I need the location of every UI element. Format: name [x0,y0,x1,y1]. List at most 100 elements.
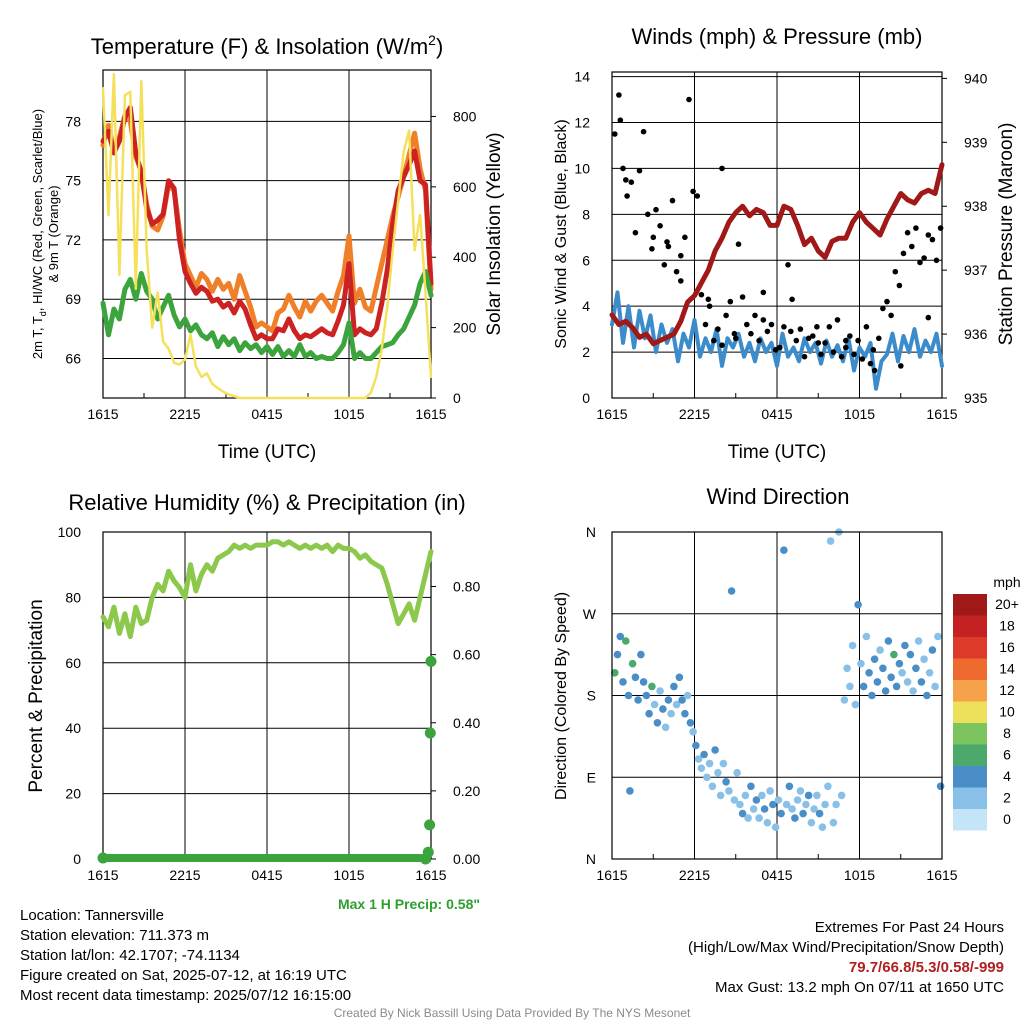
dewpoint-line [100,269,434,361]
gust-point [917,259,923,266]
x-tick-label: 1615 [596,406,627,422]
legend-label: 16 [999,639,1015,655]
x-tick-label: 1615 [596,867,627,883]
gust-point [815,340,822,346]
gust-point [789,296,795,303]
legend-swatch [953,594,987,616]
direction-point [771,823,780,831]
gust-point [863,324,870,330]
gust-point [756,337,762,344]
direction-point [659,705,667,713]
direction-point [848,641,857,650]
gust-point [612,131,618,137]
gust-point [669,197,676,204]
direction-point [818,823,827,831]
gust-point [702,321,709,328]
direction-point [725,787,733,795]
gust-point [871,367,878,374]
direction-point [744,814,752,822]
gust-point [793,337,800,344]
direction-point [876,646,884,654]
y-tick-label: 0 [73,851,81,867]
direction-point [755,814,763,822]
x-tick-label: 1615 [87,406,118,422]
direction-point [802,800,810,809]
y-tick-label: 80 [65,589,81,605]
legend-label: 8 [1003,725,1011,741]
direction-point [865,669,873,677]
direction-point [815,809,824,818]
direction-point [714,768,722,777]
gust-point [805,335,812,342]
legend-swatch [953,787,987,809]
y-tick-label: 6 [582,252,590,268]
direction-point [730,796,739,804]
gust-point [884,298,890,305]
gust-point [925,232,932,238]
legend-label: 10 [999,704,1015,720]
created-line: Figure created on Sat, 2025-07-12, at 16… [20,967,347,984]
gust-point [933,257,940,264]
gust-point [715,326,721,332]
y-right-axis-label: Solar Insolation (Yellow) [484,132,505,335]
direction-point [769,800,777,809]
gust-point [748,330,754,337]
y-tick-label: 40 [65,720,81,736]
gust-point [810,333,816,339]
legend-label: 18 [999,618,1015,634]
direction-point [708,782,717,791]
direction-point [912,664,920,673]
gust-point [855,337,861,344]
direction-point [796,787,805,795]
direction-point [832,800,840,809]
gust-point [686,96,692,103]
credit-line: Created By Nick Bassill Using Data Provi… [333,1006,691,1020]
chart-title: Temperature (F) & Insolation (W/m2) [91,32,444,59]
direction-point [626,787,634,795]
direction-point [810,805,818,813]
gust-point [822,340,828,346]
direction-point [741,791,750,800]
gust-point [760,317,767,323]
direction-point [631,673,640,682]
direction-point [656,687,664,695]
x-tick-label: 2215 [169,867,200,883]
gust-point [851,351,857,358]
gust-point [624,193,630,199]
gust-point [719,165,725,172]
gust-point [785,262,791,268]
direction-point [895,659,904,668]
x-tick-label: 1615 [926,867,957,883]
legend-title: mph [993,574,1020,590]
chart-title: Winds (mph) & Pressure (mb) [632,24,923,49]
direction-point [747,782,755,791]
direction-point [672,700,681,709]
humidity-panel: 1615 2215 0415 1015 1615 0 20 40 60 80 100 0.00 0.20… [26,490,480,883]
gust-point [892,268,899,275]
legend-swatch [953,680,987,702]
gust-point [913,225,919,231]
gust-point [898,363,904,369]
max-gust-line: Max Gust: 13.2 mph On 07/11 at 1650 UTC [714,979,1004,996]
gust-point [653,206,659,213]
y-right-tick-label: 600 [453,179,477,195]
gust-point [664,239,670,245]
y-tick-label: 4 [582,298,590,314]
x-axis-label: Time (UTC) [218,442,317,463]
extremes-title: Extremes For Past 24 Hours [814,919,1004,936]
gust-point [909,243,915,250]
y-right-tick-label: 0 [453,390,461,406]
direction-point [782,800,791,809]
9m-temperature-line [100,112,434,334]
gust-point [847,333,853,339]
gust-point [665,243,672,250]
gust-point [682,234,688,241]
direction-point [785,782,794,791]
legend-swatch [953,723,987,745]
precip-point-start [97,852,109,864]
gust-point [843,337,849,344]
direction-point [898,669,906,677]
direction-point [622,637,630,645]
legend-label: 14 [999,661,1015,677]
